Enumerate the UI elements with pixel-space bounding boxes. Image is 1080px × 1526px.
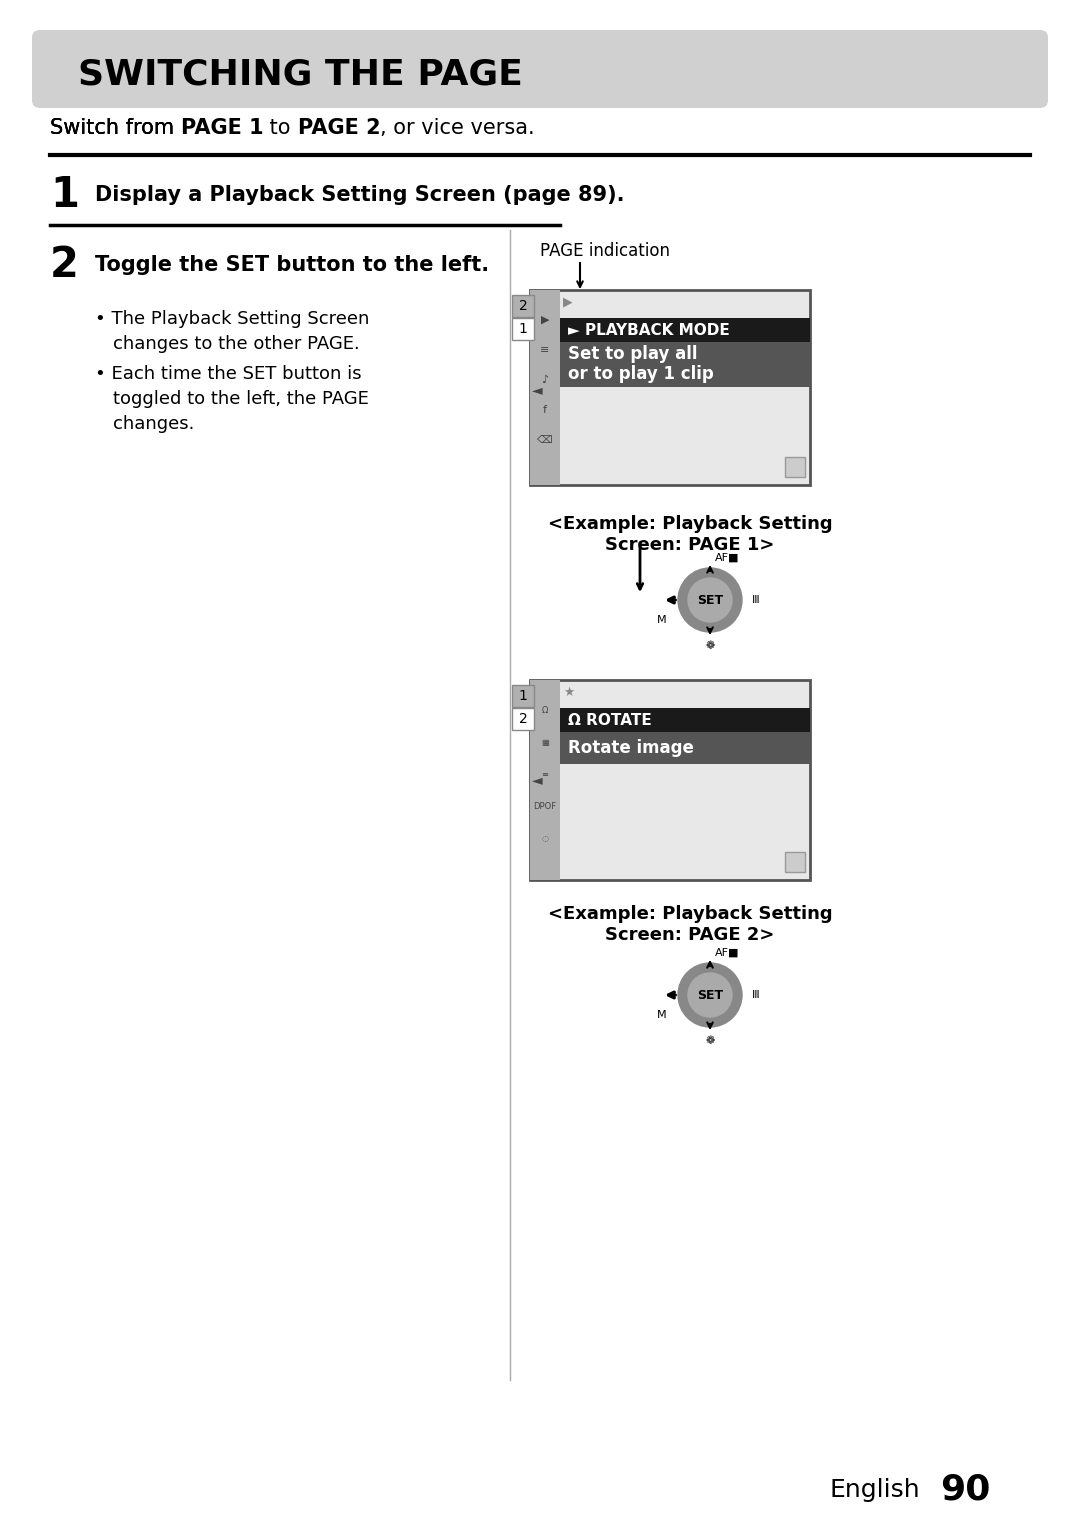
- Text: ❁: ❁: [705, 641, 715, 652]
- Text: SET: SET: [697, 989, 724, 1001]
- Bar: [512, 685, 534, 707]
- Text: Set to play all: Set to play all: [568, 345, 698, 363]
- Circle shape: [678, 963, 742, 1027]
- Text: ≡: ≡: [541, 769, 549, 778]
- Bar: [530, 290, 561, 485]
- Text: 1: 1: [518, 322, 527, 336]
- Text: toggled to the left, the PAGE: toggled to the left, the PAGE: [113, 391, 369, 407]
- Text: AF■: AF■: [715, 948, 740, 958]
- Bar: [512, 317, 534, 340]
- Bar: [785, 456, 805, 478]
- Text: 2: 2: [518, 299, 527, 313]
- Text: Switch from: Switch from: [50, 118, 180, 137]
- Text: Ω: Ω: [542, 705, 549, 714]
- Text: PAGE 2: PAGE 2: [297, 118, 380, 137]
- Circle shape: [688, 974, 732, 1016]
- Text: ≡: ≡: [540, 345, 550, 356]
- Bar: [561, 708, 810, 732]
- Text: Rotate image: Rotate image: [568, 739, 693, 757]
- Text: <Example: Playback Setting
Screen: PAGE 2>: <Example: Playback Setting Screen: PAGE …: [548, 905, 833, 943]
- Text: changes to the other PAGE.: changes to the other PAGE.: [113, 336, 360, 353]
- Text: Display a Playback Setting Screen (page 89).: Display a Playback Setting Screen (page …: [95, 185, 624, 204]
- Text: • Each time the SET button is: • Each time the SET button is: [95, 365, 362, 383]
- Text: English: English: [831, 1479, 920, 1502]
- Text: PAGE 1: PAGE 1: [180, 118, 264, 137]
- Text: 1: 1: [50, 174, 79, 217]
- Text: PAGE indication: PAGE indication: [540, 243, 670, 259]
- Text: SWITCHING THE PAGE: SWITCHING THE PAGE: [78, 56, 523, 92]
- Bar: [561, 342, 810, 388]
- Text: f: f: [543, 404, 546, 415]
- FancyBboxPatch shape: [530, 290, 810, 485]
- Circle shape: [688, 578, 732, 623]
- Text: ▶: ▶: [563, 296, 572, 308]
- Text: ★: ★: [563, 685, 575, 699]
- Text: ► PLAYBACK MODE: ► PLAYBACK MODE: [568, 322, 730, 337]
- Text: Ω ROTATE: Ω ROTATE: [568, 713, 651, 728]
- Text: • The Playback Setting Screen: • The Playback Setting Screen: [95, 310, 369, 328]
- Text: 90: 90: [940, 1473, 990, 1508]
- Text: ◄: ◄: [532, 383, 542, 397]
- FancyBboxPatch shape: [530, 681, 810, 881]
- Text: ▶: ▶: [541, 314, 550, 325]
- Text: Toggle the SET button to the left.: Toggle the SET button to the left.: [95, 255, 489, 275]
- Text: ❁: ❁: [705, 1036, 715, 1045]
- Text: Switch from: Switch from: [50, 118, 180, 137]
- Bar: [561, 732, 810, 765]
- Text: Ⅲ: Ⅲ: [752, 595, 759, 604]
- Text: 1: 1: [518, 690, 527, 703]
- Text: , or vice versa.: , or vice versa.: [380, 118, 535, 137]
- Text: ▦: ▦: [541, 737, 549, 746]
- Text: ◌: ◌: [541, 833, 549, 842]
- Text: Ⅲ: Ⅲ: [752, 990, 759, 1000]
- Text: 2: 2: [50, 244, 79, 285]
- Text: ⌫: ⌫: [537, 435, 553, 446]
- Text: ♪: ♪: [541, 375, 549, 385]
- Text: changes.: changes.: [113, 415, 194, 433]
- Text: <Example: Playback Setting
Screen: PAGE 1>: <Example: Playback Setting Screen: PAGE …: [548, 514, 833, 554]
- Text: AF■: AF■: [715, 552, 740, 563]
- Text: DPOF: DPOF: [534, 801, 556, 810]
- Circle shape: [678, 568, 742, 632]
- Text: 2: 2: [518, 713, 527, 726]
- Bar: [530, 681, 561, 881]
- Bar: [785, 852, 805, 871]
- Bar: [512, 295, 534, 317]
- Text: Switch from: Switch from: [50, 118, 180, 137]
- Text: M: M: [658, 1010, 666, 1019]
- Bar: [561, 317, 810, 342]
- Text: ◄: ◄: [532, 774, 542, 787]
- Text: SET: SET: [697, 594, 724, 606]
- Text: M: M: [658, 615, 666, 626]
- Text: or to play 1 clip: or to play 1 clip: [568, 365, 714, 383]
- FancyBboxPatch shape: [32, 31, 1048, 108]
- Bar: [512, 708, 534, 729]
- Text: to: to: [264, 118, 297, 137]
